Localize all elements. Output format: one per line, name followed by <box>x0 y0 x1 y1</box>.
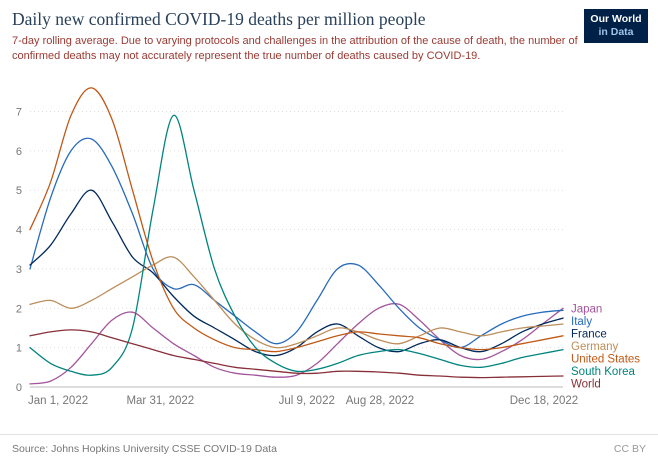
y-tick-label-0: 0 <box>16 382 22 394</box>
legend-label-france[interactable]: France <box>571 329 607 341</box>
chart-header: Daily new confirmed COVID-19 deaths per … <box>0 0 658 66</box>
line-chart: 0 1 2 3 4 5 6 7 Jan 1, 2022 Mar 31, 2022 Jul 9, 20… <box>16 87 640 407</box>
y-tick-label-6: 6 <box>16 146 22 158</box>
x-tick-label: Aug 28, 2022 <box>346 395 414 407</box>
series-line-united-states <box>29 87 564 353</box>
x-tick-label: Dec 18, 2022 <box>510 395 578 407</box>
legend-label-south-korea[interactable]: South Korea <box>571 366 636 378</box>
x-tick-label: Jul 9, 2022 <box>279 395 335 407</box>
y-tick-label-2: 2 <box>16 304 22 316</box>
series-line-germany <box>29 256 564 349</box>
x-tick-label: Jan 1, 2022 <box>28 395 88 407</box>
x-tick-label: Mar 31, 2022 <box>126 395 194 407</box>
legend-label-world[interactable]: World <box>571 379 601 391</box>
series-line-south-korea <box>29 115 564 377</box>
chart-subtitle: 7-day rolling average. Due to varying pr… <box>12 35 578 63</box>
y-tick-label-7: 7 <box>16 107 22 119</box>
license-link[interactable]: CC BY <box>613 443 646 455</box>
legend-label-united-states[interactable]: United States <box>571 354 640 366</box>
owid-logo-line1: Our World <box>590 12 642 25</box>
chart-title: Daily new confirmed COVID-19 deaths per … <box>12 9 426 29</box>
series-line-japan <box>29 303 564 386</box>
y-tick-label-1: 1 <box>16 343 22 355</box>
source-text: Source: Johns Hopkins University CSSE CO… <box>12 443 277 455</box>
y-tick-label-3: 3 <box>16 264 22 276</box>
legend-label-japan[interactable]: Japan <box>571 304 602 316</box>
owid-logo-line2: in Data <box>598 26 634 38</box>
legend-label-italy[interactable]: Italy <box>571 316 592 328</box>
owid-logo[interactable]: Our World in Data <box>584 9 648 43</box>
series-line-world <box>29 329 564 379</box>
chart-footer: Source: Johns Hopkins University CSSE CO… <box>0 434 658 464</box>
y-tick-label-5: 5 <box>16 186 22 198</box>
series-line-france <box>29 190 564 357</box>
legend-label-germany[interactable]: Germany <box>571 341 619 353</box>
y-tick-label-4: 4 <box>16 225 22 237</box>
series-line-italy <box>29 138 564 349</box>
